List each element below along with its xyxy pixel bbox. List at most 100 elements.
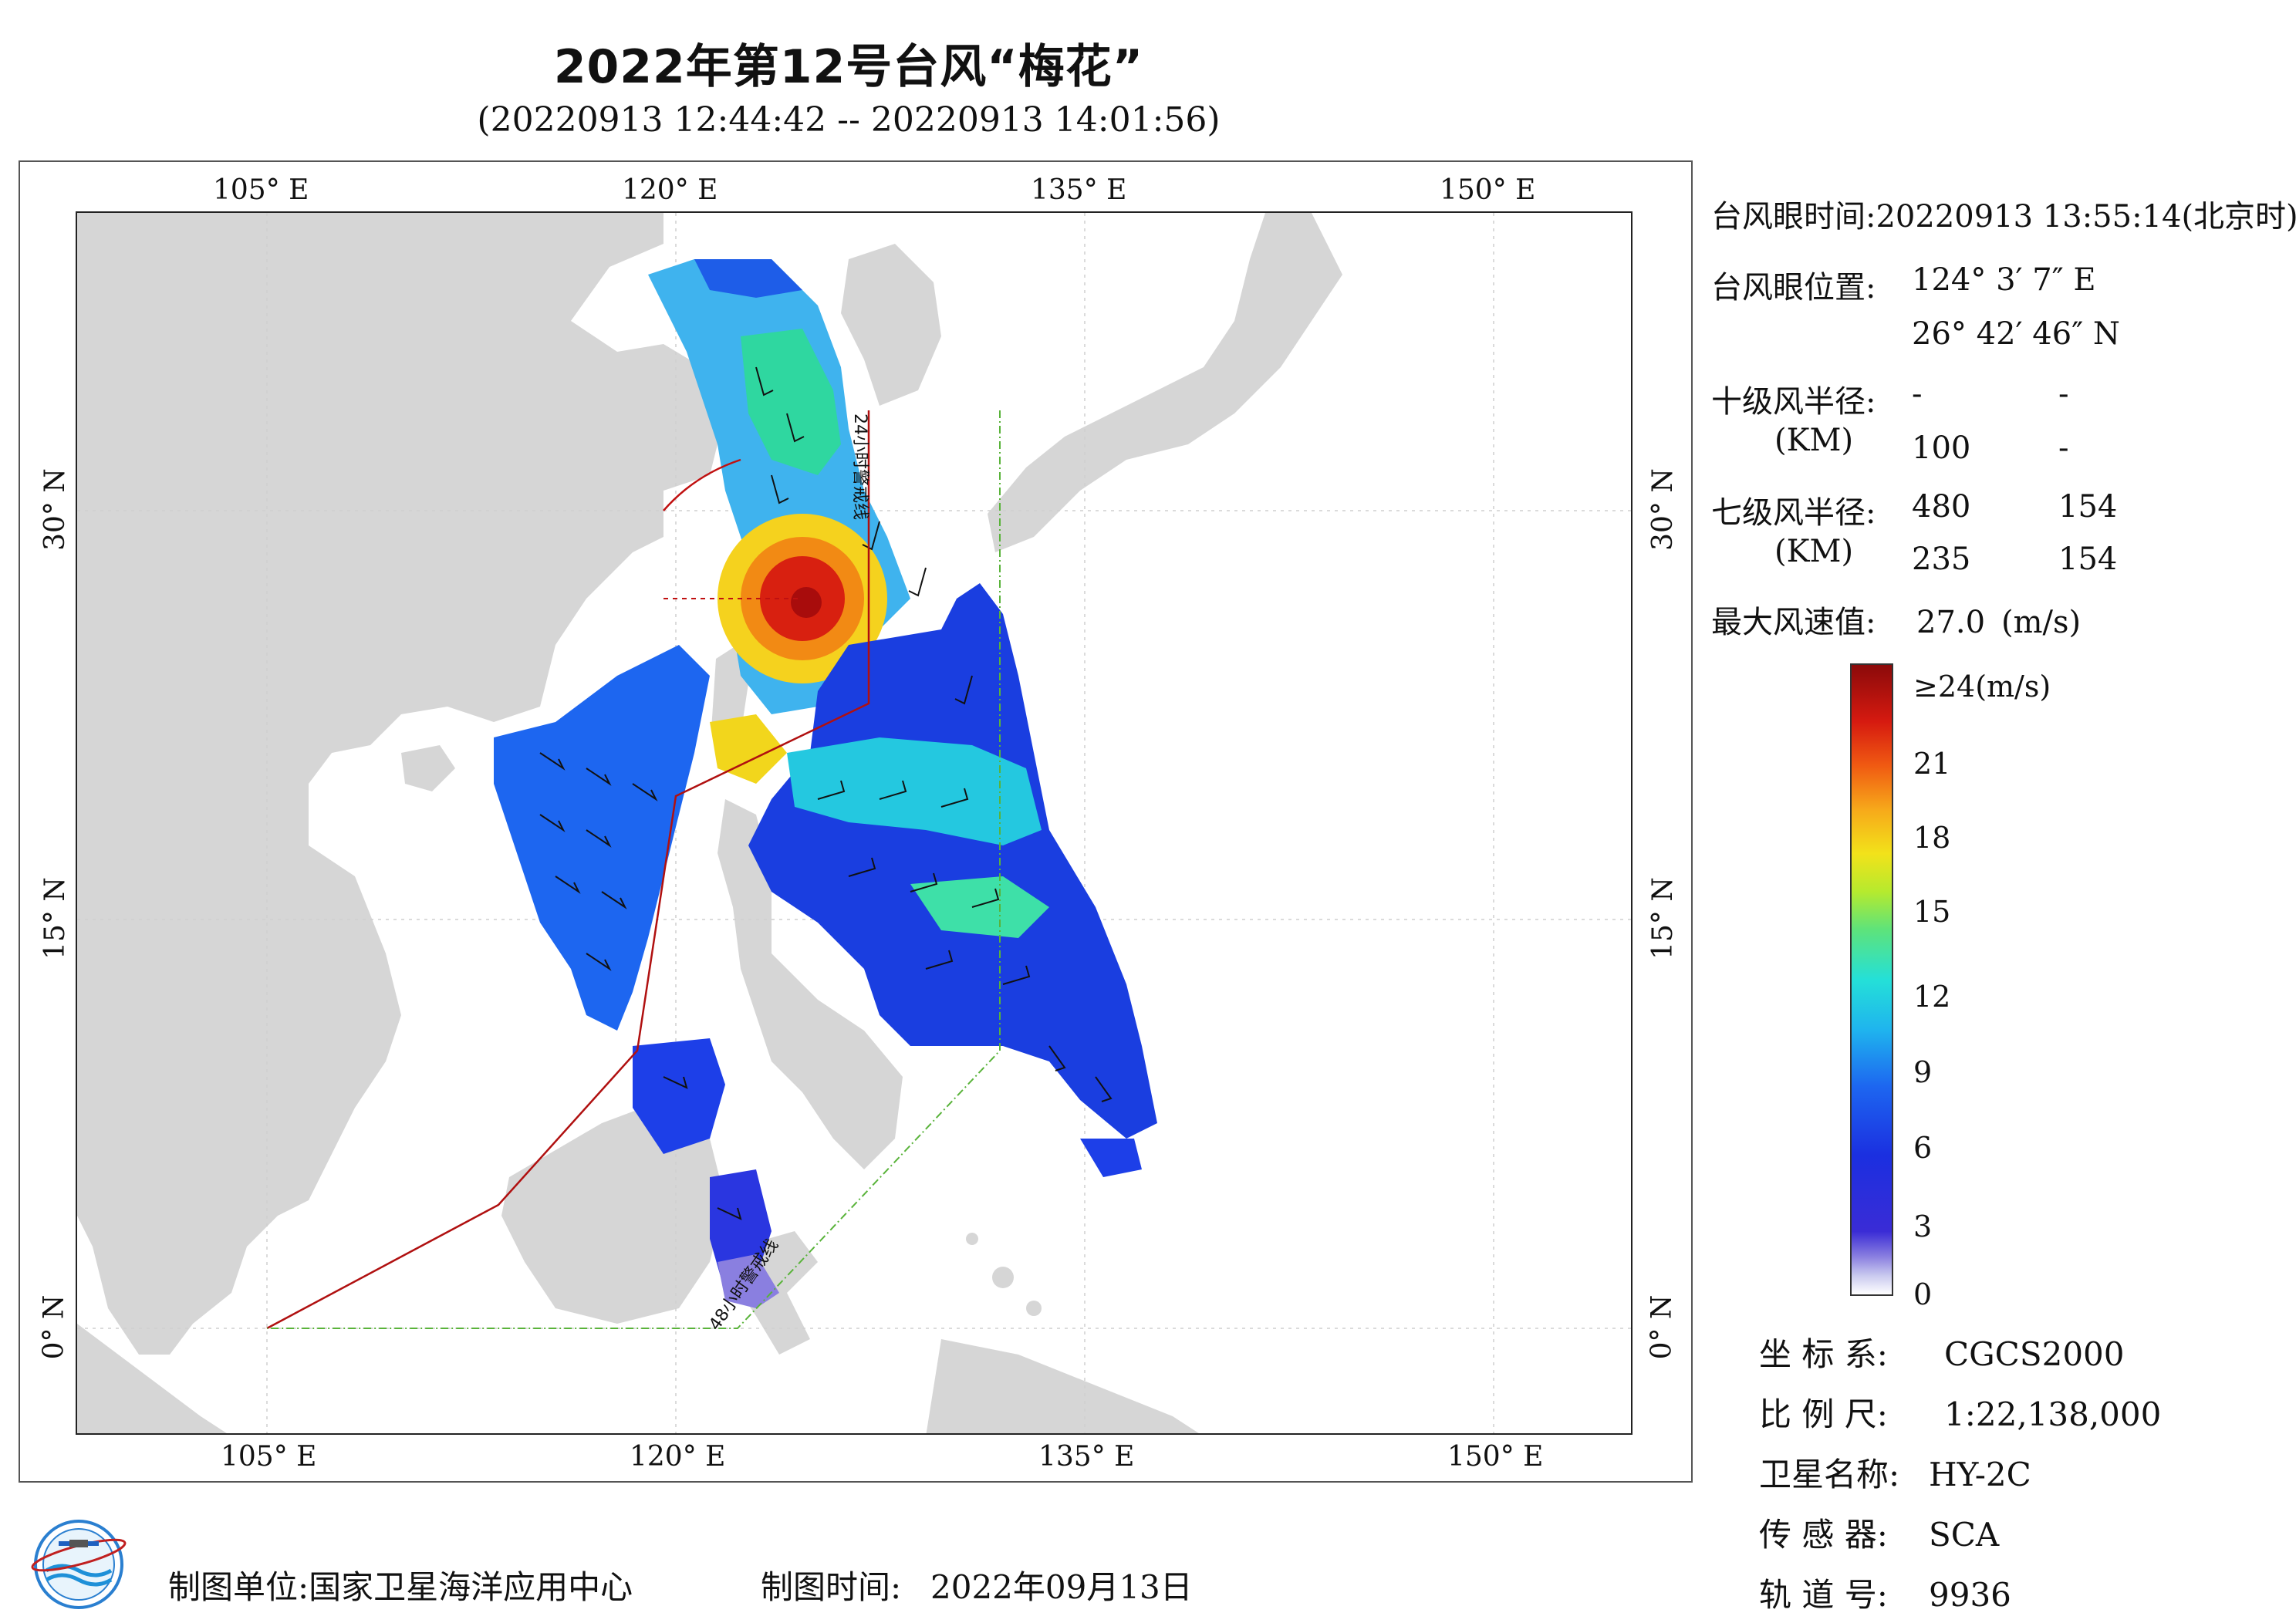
lon-label-bottom: 150° E (1447, 1441, 1544, 1473)
typhoon-track (663, 458, 741, 511)
land-japan (988, 213, 1342, 552)
label-24h: 24小时警戒线 (850, 413, 869, 520)
r10-unit: (KM) (1774, 423, 1854, 458)
r7-value: 480 (1912, 489, 1971, 525)
land-island (966, 1233, 978, 1245)
colorbar-label: 12 (1913, 980, 1951, 1014)
map-canvas: 24小时警戒线 48小时警戒线 (77, 213, 1631, 1433)
wind-swath (787, 737, 1042, 845)
sensor-value: SCA (1929, 1516, 2000, 1554)
lon-label-top: 150° E (1440, 174, 1536, 206)
r7-unit: (KM) (1774, 534, 1854, 569)
wind-swath (694, 259, 802, 298)
land-sumatra (77, 1324, 227, 1433)
lon-label-top: 105° E (213, 174, 309, 206)
warning-line-48h (267, 410, 1001, 1329)
r7-value: 235 (1912, 542, 1971, 577)
wind-swath (718, 1254, 779, 1308)
date-value: 2022年09月13日 (930, 1568, 1193, 1606)
lat-label-right: 0° N (1646, 1294, 1678, 1360)
time-range: (20220913 12:44:42 -- 20220913 14:01:56) (477, 100, 1221, 140)
orbit-label: 轨 道 号: (1759, 1576, 1888, 1614)
r7-value: 154 (2058, 542, 2118, 577)
wind-swath (910, 876, 1049, 938)
r10-label: 十级风半径: (1711, 384, 1876, 420)
land-island (992, 1267, 1014, 1288)
wind-swath (748, 583, 1157, 1139)
max-wind-value: 27.0 (1916, 605, 1986, 640)
eye-time-value: 20220913 13:55:14(北京时) (1876, 199, 2296, 235)
typhoon-eye (791, 587, 822, 618)
colorbar-label: 21 (1913, 747, 1951, 781)
lat-label-right: 15° N (1646, 877, 1679, 960)
colorbar-label: 6 (1913, 1131, 1933, 1165)
map-title: 2022年第12号台风“梅花” (553, 40, 1144, 94)
wind-swath (741, 329, 841, 475)
r10-value: - (2058, 376, 2069, 412)
satellite-value: HY-2C (1929, 1456, 2031, 1493)
r7-value: 154 (2058, 489, 2118, 525)
r10-value: - (1912, 376, 1923, 412)
max-wind-row: 最大风速值: 27.0 (m/s) (1711, 597, 2081, 642)
land-korea (841, 244, 941, 406)
wind-barbs (539, 366, 1113, 1220)
crs-value: CGCS2000 (1944, 1335, 2125, 1373)
scale-value: 1:22,138,000 (1944, 1395, 2162, 1433)
land-newguinea (926, 1339, 1199, 1433)
nsoas-logo (31, 1520, 127, 1609)
eye-time-label: 台风眼时间: (1711, 199, 1876, 235)
date-label: 制图时间: (761, 1568, 902, 1606)
land-asia (77, 213, 725, 1355)
wind-swath (494, 645, 710, 1031)
crs-label: 坐 标 系: (1759, 1335, 1888, 1373)
satellite-row: 卫星名称: HY-2C (1759, 1449, 2031, 1496)
date-row: 制图时间: 2022年09月13日 (761, 1561, 1193, 1608)
colorbar-label: ≥24(m/s) (1913, 670, 2051, 704)
colorbar-label: 0 (1913, 1277, 1933, 1311)
eye-lat: 26° 42′ 46″ N (1912, 316, 2120, 352)
lon-label-top: 135° E (1031, 174, 1127, 206)
producer-value: 国家卫星海洋应用中心 (309, 1568, 633, 1606)
crs-row: 坐 标 系: CGCS2000 (1759, 1328, 2124, 1375)
eye-position-label: 台风眼位置: (1711, 270, 1876, 305)
land-hainan (401, 745, 455, 791)
colorbar-label: 9 (1913, 1055, 1933, 1089)
orbit-value: 9936 (1929, 1576, 2011, 1614)
eye-position-row: 台风眼位置: (1711, 262, 1912, 307)
land-island (1026, 1301, 1042, 1316)
colorbar-label: 18 (1913, 821, 1951, 855)
sensor-row: 传 感 器: SCA (1759, 1509, 1999, 1556)
colorbar-label: 3 (1913, 1210, 1933, 1243)
land-borneo (501, 1100, 725, 1324)
lat-label-left: 15° N (39, 877, 71, 960)
sensor-label: 传 感 器: (1759, 1516, 1888, 1554)
wind-swath (710, 714, 787, 784)
colorbar-label: 15 (1913, 895, 1951, 929)
wind-swath (1080, 1139, 1142, 1177)
lat-label-left: 30° N (39, 468, 71, 551)
lon-label-bottom: 120° E (630, 1441, 726, 1473)
r10-value: - (2058, 430, 2069, 466)
r10-value: 100 (1912, 430, 1971, 466)
eye-time-row: 台风眼时间:20220913 13:55:14(北京时) (1711, 191, 2296, 236)
max-wind-label: 最大风速值: (1711, 605, 1876, 640)
lon-label-bottom: 105° E (221, 1441, 317, 1473)
lon-label-top: 120° E (622, 174, 718, 206)
r7-label: 七级风半径: (1711, 495, 1876, 531)
satellite-label: 卫星名称: (1759, 1456, 1900, 1493)
max-wind-unit: (m/s) (2001, 605, 2082, 640)
scale-row: 比 例 尺: 1:22,138,000 (1759, 1388, 2161, 1436)
lon-label-bottom: 135° E (1038, 1441, 1135, 1473)
lat-label-right: 30° N (1646, 468, 1679, 551)
scale-label: 比 例 尺: (1759, 1395, 1888, 1433)
colorbar (1850, 663, 1893, 1296)
producer-label: 制图单位: (168, 1568, 309, 1606)
wind-swath (633, 1038, 725, 1154)
map-area: 24小时警戒线 48小时警戒线 (76, 211, 1633, 1435)
warning-line-24h (266, 410, 870, 1330)
lat-label-left: 0° N (38, 1294, 70, 1360)
orbit-row: 轨 道 号: 9936 (1759, 1569, 2011, 1616)
producer-row: 制图单位:国家卫星海洋应用中心 (168, 1561, 633, 1608)
eye-lon: 124° 3′ 7″ E (1912, 262, 2096, 298)
land-philippines (718, 799, 903, 1169)
